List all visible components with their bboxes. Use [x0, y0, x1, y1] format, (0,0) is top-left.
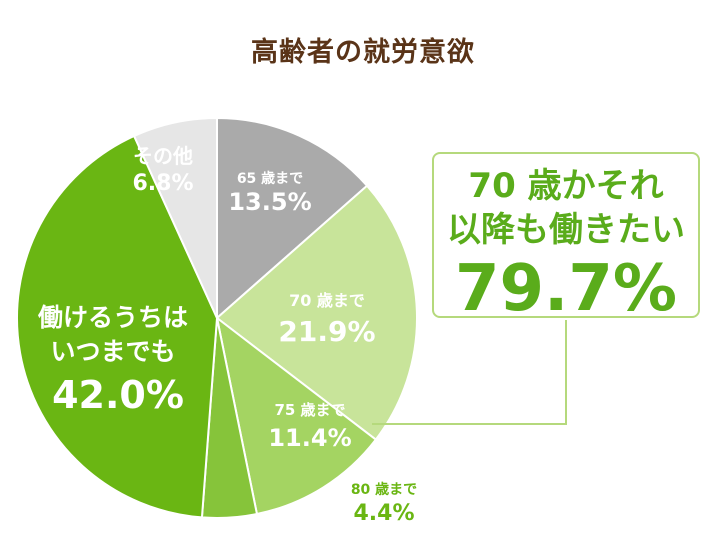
slice-value-65: 13.5%	[228, 188, 311, 216]
callout-line2: 以降も働きたい	[447, 210, 685, 250]
slice-label-other: その他	[133, 144, 193, 168]
pie-slice-1	[215, 184, 418, 441]
pie-slice-0	[216, 116, 369, 321]
pie-slice-2	[215, 315, 378, 516]
pie-slice-5	[132, 116, 218, 319]
slice-value-75: 11.4%	[268, 424, 351, 452]
callout-value: 79.7%	[454, 252, 678, 326]
slice-label-80: 80 歳まで	[351, 481, 417, 498]
slice-label-42-line1: 働けるうちは	[37, 303, 188, 332]
callout-leader-line	[372, 320, 567, 425]
slice-value-70: 21.9%	[278, 315, 375, 348]
chart-title: 高齢者の就労意欲	[251, 37, 475, 68]
slice-label-75: 75 歳まで	[274, 401, 345, 419]
slice-label-70: 70 歳まで	[289, 291, 365, 310]
slice-label-65: 65 歳まで	[237, 170, 303, 187]
callout-box: 70 歳かそれ 以降も働きたい 79.7%	[432, 152, 700, 324]
callout-connector	[372, 320, 567, 425]
slice-value-80: 4.4%	[353, 501, 414, 526]
slice-value-42: 42.0%	[52, 373, 184, 417]
callout-line1: 70 歳かそれ	[468, 166, 664, 206]
slice-label-42-line2: いつまでも	[50, 337, 175, 366]
pie-slices	[16, 116, 418, 519]
pie-slice-4	[16, 134, 219, 519]
slice-value-other: 6.8%	[132, 171, 193, 196]
pie-labels: 65 歳まで 13.5% 70 歳まで 21.9% 75 歳まで 11.4% 8…	[37, 144, 417, 526]
